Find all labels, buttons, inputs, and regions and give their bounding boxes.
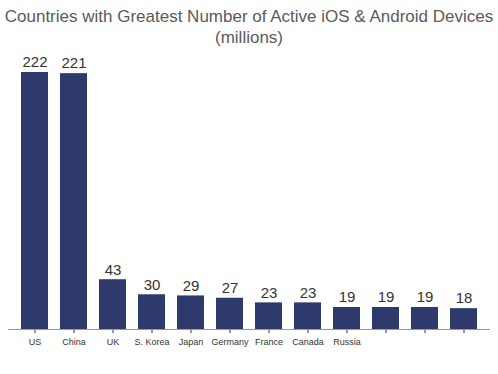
svg-text:UK: UK [107, 337, 120, 347]
html-text:Countries with Greatest Number: Countries with Greatest Number of Active… [4, 7, 494, 26]
svg-text:19: 19 [339, 288, 356, 305]
svg-text:France: France [255, 337, 283, 347]
svg-text:30: 30 [144, 276, 161, 293]
svg-text:221: 221 [61, 54, 86, 71]
svg-text:Germany: Germany [211, 337, 249, 347]
svg-text:Canada: Canada [292, 337, 324, 347]
svg-text:27: 27 [222, 279, 239, 296]
svg-text:43: 43 [105, 261, 122, 278]
svg-text:19: 19 [417, 288, 434, 305]
svg-text:23: 23 [261, 284, 278, 301]
svg-text:29: 29 [183, 277, 200, 294]
svg-text:US: US [29, 337, 42, 347]
svg-text:China: China [62, 337, 86, 347]
svg-text:Russia: Russia [333, 337, 361, 347]
svg-text:23: 23 [300, 284, 317, 301]
svg-text:19: 19 [378, 288, 395, 305]
svg-text:222: 222 [22, 53, 47, 70]
html-text:(millions): (millions) [215, 28, 283, 47]
svg-text:Japan: Japan [179, 337, 204, 347]
svg-text:18: 18 [456, 289, 473, 306]
svg-text:S. Korea: S. Korea [134, 337, 169, 347]
